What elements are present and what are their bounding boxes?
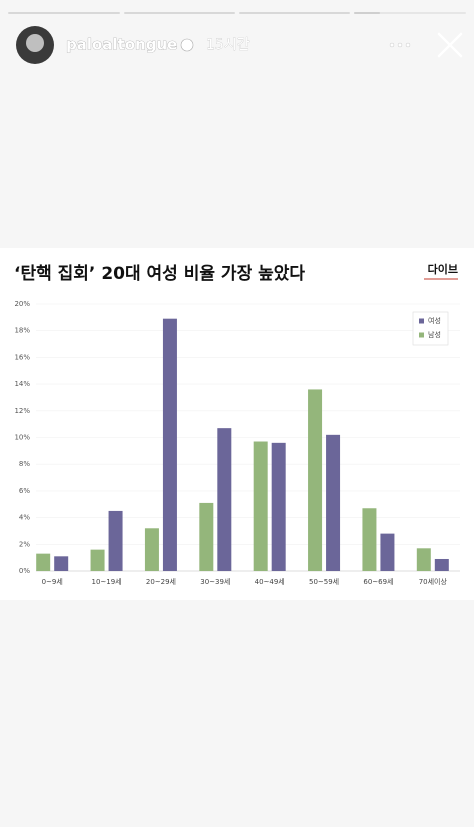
chart-card bbox=[0, 248, 474, 600]
chart-title: ‘탄핵 집회’ 20대 여성 비율 가장 높았다 bbox=[14, 264, 305, 284]
x-tick-label: 10~19세 bbox=[92, 577, 122, 586]
post-time: 15시간 bbox=[206, 37, 250, 53]
y-tick-label: 12% bbox=[14, 407, 30, 415]
bar bbox=[199, 502, 214, 571]
y-tick-label: 18% bbox=[14, 327, 30, 335]
legend-label: 여성 bbox=[428, 316, 441, 325]
close-button[interactable] bbox=[437, 32, 463, 58]
legend-swatch bbox=[419, 332, 424, 338]
y-tick-label: 20% bbox=[14, 300, 30, 308]
username[interactable]: paloaltongue bbox=[66, 35, 178, 54]
x-tick-label: 60~69세 bbox=[363, 577, 393, 586]
logo: 다이브 bbox=[428, 262, 458, 276]
more-button[interactable] bbox=[389, 42, 411, 48]
progress-segment bbox=[354, 12, 466, 14]
y-tick-label: 8% bbox=[19, 460, 30, 468]
bar bbox=[36, 553, 51, 571]
bar bbox=[326, 434, 341, 571]
verified-badge bbox=[180, 38, 194, 52]
y-tick-label: 0% bbox=[19, 567, 30, 575]
bar bbox=[434, 558, 449, 571]
bar bbox=[416, 548, 431, 571]
progress-bar bbox=[8, 12, 466, 14]
progress-segment bbox=[8, 12, 120, 14]
x-tick-label: 50~59세 bbox=[309, 577, 339, 586]
plot: 0% 2% 4% 6% 8% 10% 12% 14% 16% 18% 20% 0~9세 10~19세 20… bbox=[14, 300, 460, 586]
bar bbox=[108, 510, 123, 571]
x-tick-label: 20~29세 bbox=[146, 577, 176, 586]
y-tick-label: 4% bbox=[19, 514, 30, 522]
avatar-face bbox=[26, 34, 44, 52]
legend-label: 남성 bbox=[428, 330, 441, 339]
bar bbox=[54, 556, 69, 571]
bar bbox=[217, 428, 232, 571]
bar bbox=[253, 441, 268, 571]
progress-segment bbox=[124, 12, 235, 14]
y-tick-label: 6% bbox=[19, 487, 30, 495]
x-tick-label: 40~49세 bbox=[255, 577, 285, 586]
bar bbox=[90, 549, 105, 571]
x-tick-label: 0~9세 bbox=[42, 577, 63, 586]
progress-segment bbox=[239, 12, 350, 14]
legend-swatch bbox=[419, 318, 424, 324]
x-tick-label: 30~39세 bbox=[200, 577, 230, 586]
progress-fill bbox=[354, 12, 380, 14]
y-tick-label: 10% bbox=[14, 434, 30, 442]
legend-box bbox=[412, 311, 449, 346]
bar bbox=[362, 508, 377, 571]
y-tick-label: 2% bbox=[19, 540, 30, 548]
y-tick-label: 14% bbox=[14, 380, 30, 388]
bar bbox=[380, 533, 395, 571]
bar bbox=[271, 442, 286, 571]
y-tick-label: 16% bbox=[14, 353, 30, 361]
bar bbox=[308, 389, 323, 571]
bar bbox=[144, 528, 159, 571]
bar bbox=[162, 318, 177, 571]
x-tick-label: 70세이상 bbox=[419, 577, 448, 586]
